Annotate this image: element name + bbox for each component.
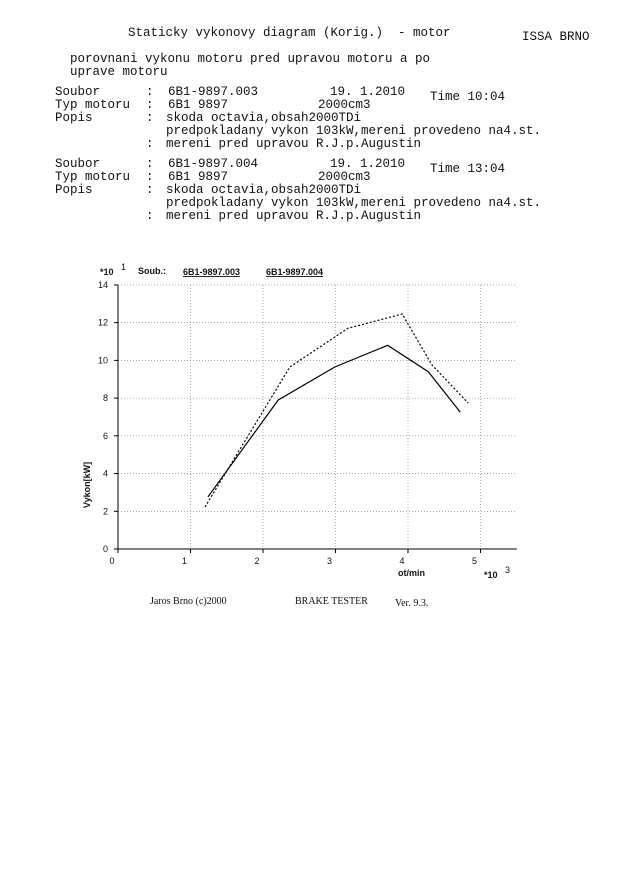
y-tick-label: 4 <box>103 469 108 479</box>
file-name: 6B1-9897.003 <box>168 85 258 99</box>
x-tick-label: 0 <box>109 556 114 566</box>
separator: : <box>146 183 154 197</box>
engine-type: 6B1 9897 <box>168 170 228 184</box>
description-line: skoda octavia,obsah2000TDi <box>166 111 361 125</box>
x-tick-label: 5 <box>472 556 477 566</box>
x-tick-label: 3 <box>327 556 332 566</box>
y-tick-label: 12 <box>98 318 108 328</box>
legend-title: Soub.: <box>138 266 166 276</box>
date: 19. 1.2010 <box>330 85 405 99</box>
separator: : <box>146 137 154 151</box>
y-multiplier: *10 <box>100 267 114 277</box>
volume: 2000cm3 <box>318 170 371 184</box>
y-tick-label: 2 <box>103 506 108 516</box>
time: Time 10:04 <box>430 90 505 104</box>
engine-type: 6B1 9897 <box>168 98 228 112</box>
y-multiplier-exponent: 1 <box>121 262 126 272</box>
separator: : <box>146 98 154 112</box>
x-tick-label: 1 <box>182 556 187 566</box>
description: uprave motoru <box>70 65 168 79</box>
description-line: skoda octavia,obsah2000TDi <box>166 183 361 197</box>
y-tick-label: 0 <box>103 544 108 554</box>
field-label: Typ motoru <box>55 98 130 112</box>
y-tick-label: 10 <box>98 355 108 365</box>
y-tick-label: 14 <box>98 280 108 290</box>
y-tick-label: 8 <box>103 393 108 403</box>
x-axis-label: ot/min <box>398 568 425 578</box>
title: Staticky vykonovy diagram (Korig.) <box>128 26 383 40</box>
separator: : <box>146 170 154 184</box>
x-multiplier-exponent: 3 <box>505 565 510 575</box>
field-label: Popis <box>55 111 93 125</box>
legend-entry: 6B1-9897.004 <box>266 267 323 277</box>
footer-author: Jaros Brno (c)2000 <box>150 596 227 607</box>
description-line: predpokladany vykon 103kW,mereni provede… <box>166 196 541 210</box>
field-label: Popis <box>55 183 93 197</box>
footer-device: BRAKE TESTER <box>295 596 368 607</box>
field-label: Soubor <box>55 85 100 99</box>
file-name: 6B1-9897.004 <box>168 157 258 171</box>
description-line: mereni pred upravou R.J.p.Augustin <box>166 137 421 151</box>
x-multiplier: *10 <box>484 570 498 580</box>
subtitle: - motor <box>398 26 451 40</box>
volume: 2000cm3 <box>318 98 371 112</box>
company: ISSA BRNO <box>522 30 590 44</box>
series-line <box>204 313 469 508</box>
x-tick-label: 2 <box>254 556 259 566</box>
footer-version: Ver. 9.3. <box>395 598 428 609</box>
y-tick-label: 6 <box>103 431 108 441</box>
separator: : <box>146 111 154 125</box>
field-label: Typ motoru <box>55 170 130 184</box>
description-line: predpokladany vykon 103kW,mereni provede… <box>166 124 541 138</box>
x-tick-label: 4 <box>399 556 404 566</box>
description: porovnani vykonu motoru pred upravou mot… <box>70 52 430 66</box>
y-axis-label: Vykon[kW] <box>82 462 92 508</box>
legend-entry: 6B1-9897.003 <box>183 267 240 277</box>
separator: : <box>146 157 154 171</box>
date: 19. 1.2010 <box>330 157 405 171</box>
description-line: mereni pred upravou R.J.p.Augustin <box>166 209 421 223</box>
field-label: Soubor <box>55 157 100 171</box>
time: Time 13:04 <box>430 162 505 176</box>
separator: : <box>146 209 154 223</box>
series-line <box>207 344 461 498</box>
separator: : <box>146 85 154 99</box>
